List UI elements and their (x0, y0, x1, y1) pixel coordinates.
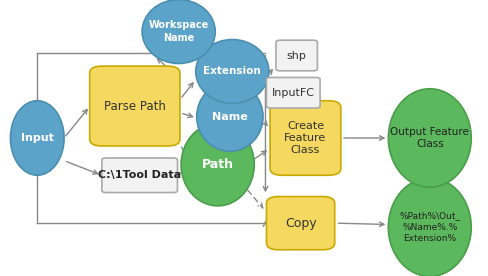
Text: Name: Name (212, 112, 247, 122)
Ellipse shape (387, 178, 470, 276)
Ellipse shape (10, 101, 64, 175)
Ellipse shape (387, 89, 470, 187)
Text: Output Feature
Class: Output Feature Class (389, 127, 468, 149)
Ellipse shape (195, 39, 268, 104)
Text: Extension: Extension (203, 67, 261, 76)
Text: Path: Path (201, 158, 233, 171)
Text: %Path%\Out_
%Name%.%
Extension%: %Path%\Out_ %Name%.% Extension% (399, 211, 459, 243)
Text: C:\1Tool Data: C:\1Tool Data (98, 170, 181, 180)
FancyBboxPatch shape (89, 66, 180, 146)
FancyBboxPatch shape (102, 158, 177, 193)
FancyBboxPatch shape (266, 197, 334, 250)
Text: InputFC: InputFC (271, 88, 314, 98)
Text: Workspace
Name: Workspace Name (148, 20, 208, 43)
Text: Create
Feature
Class: Create Feature Class (284, 121, 326, 155)
Text: Parse Path: Parse Path (103, 100, 165, 113)
Ellipse shape (196, 82, 263, 151)
FancyBboxPatch shape (275, 40, 317, 71)
Ellipse shape (181, 123, 254, 206)
Ellipse shape (142, 0, 215, 63)
Text: Copy: Copy (284, 217, 316, 230)
Text: Input: Input (21, 133, 54, 143)
FancyBboxPatch shape (266, 78, 320, 108)
Text: shp: shp (286, 51, 306, 60)
FancyBboxPatch shape (269, 101, 340, 175)
